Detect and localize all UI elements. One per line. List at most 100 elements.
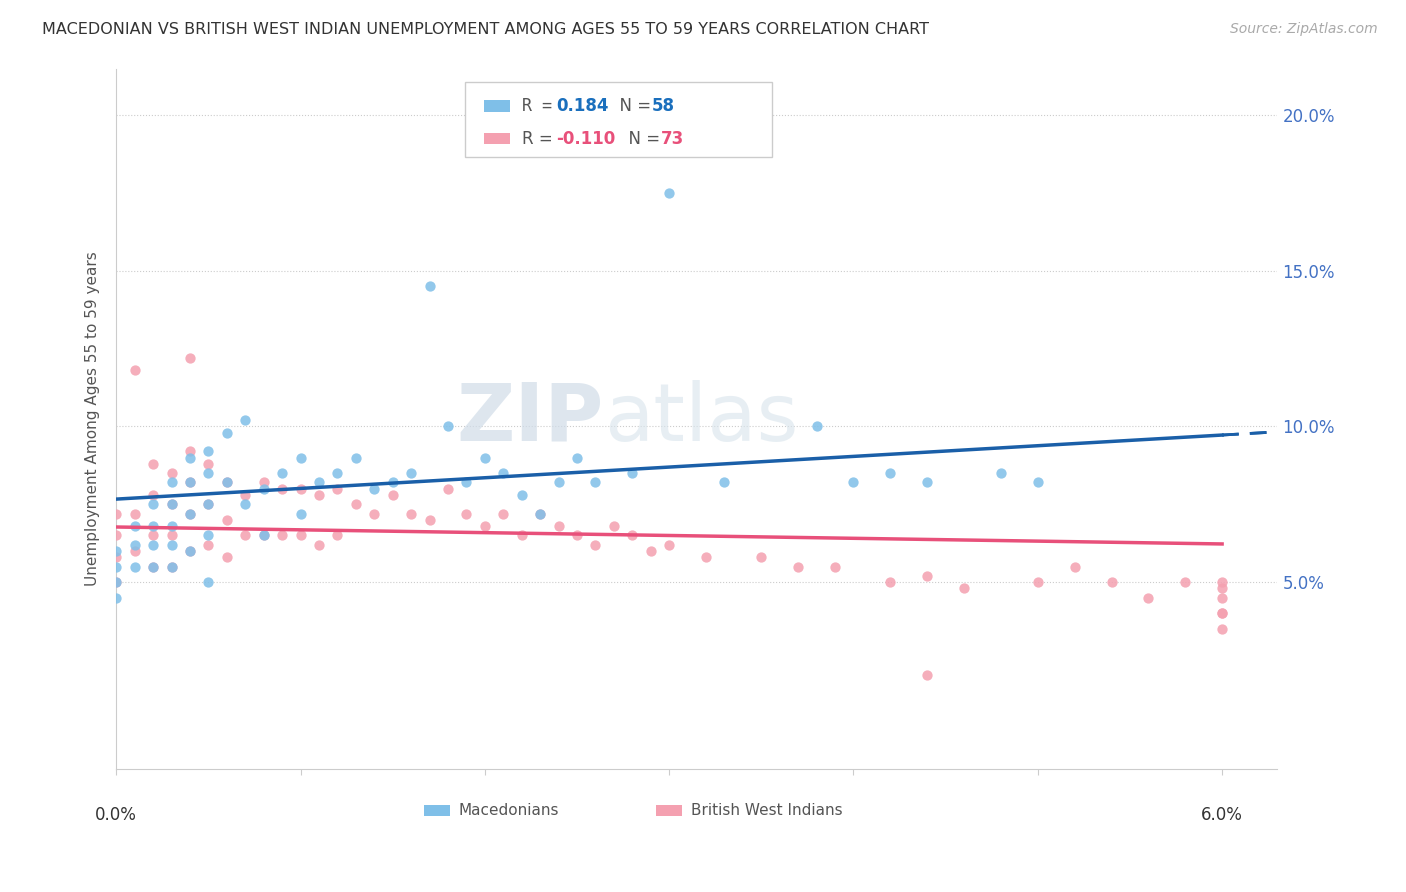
Point (124, 559, 146, 574)
Point (215, 475, 238, 490)
Point (105, 550, 128, 565)
Point (271, 466, 294, 480)
Point (105, 575, 128, 590)
Point (179, 475, 201, 490)
Point (640, 544, 662, 558)
Point (1137, 591, 1160, 605)
Text: MACEDONIAN VS BRITISH WEST INDIAN UNEMPLOYMENT AMONG AGES 55 TO 59 YEARS CORRELA: MACEDONIAN VS BRITISH WEST INDIAN UNEMPL… (42, 22, 929, 37)
FancyBboxPatch shape (484, 133, 510, 145)
Point (326, 466, 349, 480)
FancyBboxPatch shape (484, 100, 510, 112)
Point (197, 444, 219, 458)
Point (529, 507, 551, 521)
Point (399, 466, 422, 480)
Point (179, 544, 201, 558)
Point (585, 475, 607, 490)
Point (160, 528, 183, 542)
Point (197, 466, 219, 480)
Point (510, 488, 533, 502)
Point (142, 538, 165, 552)
Point (492, 466, 515, 480)
Point (1211, 575, 1233, 590)
Point (290, 528, 312, 542)
Point (915, 569, 938, 583)
Text: 58: 58 (651, 97, 675, 115)
Point (215, 550, 238, 565)
Text: 0.184: 0.184 (557, 97, 609, 115)
Point (233, 413, 256, 427)
Point (160, 559, 183, 574)
Text: -0.110: -0.110 (557, 130, 616, 148)
Point (1211, 582, 1233, 596)
Point (1211, 591, 1233, 605)
Text: 73: 73 (661, 130, 685, 148)
Point (990, 466, 1012, 480)
Text: N =: N = (609, 97, 657, 115)
Point (565, 450, 588, 465)
Point (363, 482, 385, 496)
Text: Source: ZipAtlas.com: Source: ZipAtlas.com (1230, 22, 1378, 37)
Point (953, 582, 976, 596)
Point (1211, 606, 1233, 620)
Point (197, 575, 219, 590)
Point (179, 351, 201, 365)
Point (142, 457, 165, 471)
Point (233, 488, 256, 502)
Point (603, 519, 626, 533)
Point (529, 507, 551, 521)
Point (105, 544, 128, 558)
Point (308, 488, 330, 502)
Point (326, 482, 349, 496)
Point (658, 186, 681, 200)
Point (547, 475, 569, 490)
Point (124, 519, 146, 533)
Point (879, 575, 901, 590)
Point (806, 419, 828, 434)
Point (197, 497, 219, 511)
Point (105, 507, 128, 521)
Point (197, 538, 219, 552)
Point (142, 497, 165, 511)
Point (915, 668, 938, 682)
Point (824, 559, 846, 574)
Point (419, 513, 441, 527)
Point (290, 450, 312, 465)
Point (344, 450, 367, 465)
Text: 0.0%: 0.0% (96, 806, 138, 824)
Point (124, 544, 146, 558)
Point (1211, 622, 1233, 636)
Point (585, 538, 607, 552)
Point (142, 559, 165, 574)
Point (1101, 575, 1123, 590)
Point (749, 550, 772, 565)
Point (308, 475, 330, 490)
Point (179, 544, 201, 558)
Text: ZIP: ZIP (457, 380, 605, 458)
Point (419, 279, 441, 293)
Point (124, 538, 146, 552)
Point (142, 528, 165, 542)
Point (290, 507, 312, 521)
Point (474, 450, 496, 465)
Point (253, 528, 276, 542)
Point (160, 466, 183, 480)
Point (437, 482, 460, 496)
FancyBboxPatch shape (425, 805, 450, 816)
Text: N =: N = (617, 130, 665, 148)
Point (197, 497, 219, 511)
Point (1063, 559, 1085, 574)
Point (1174, 575, 1197, 590)
Point (399, 507, 422, 521)
Point (179, 450, 201, 465)
Point (381, 475, 404, 490)
Point (179, 475, 201, 490)
Point (713, 475, 735, 490)
Point (456, 507, 478, 521)
Text: atlas: atlas (605, 380, 799, 458)
Point (253, 482, 276, 496)
Point (105, 575, 128, 590)
Point (658, 538, 681, 552)
Point (253, 528, 276, 542)
Text: Macedonians: Macedonians (458, 804, 560, 818)
Point (215, 475, 238, 490)
